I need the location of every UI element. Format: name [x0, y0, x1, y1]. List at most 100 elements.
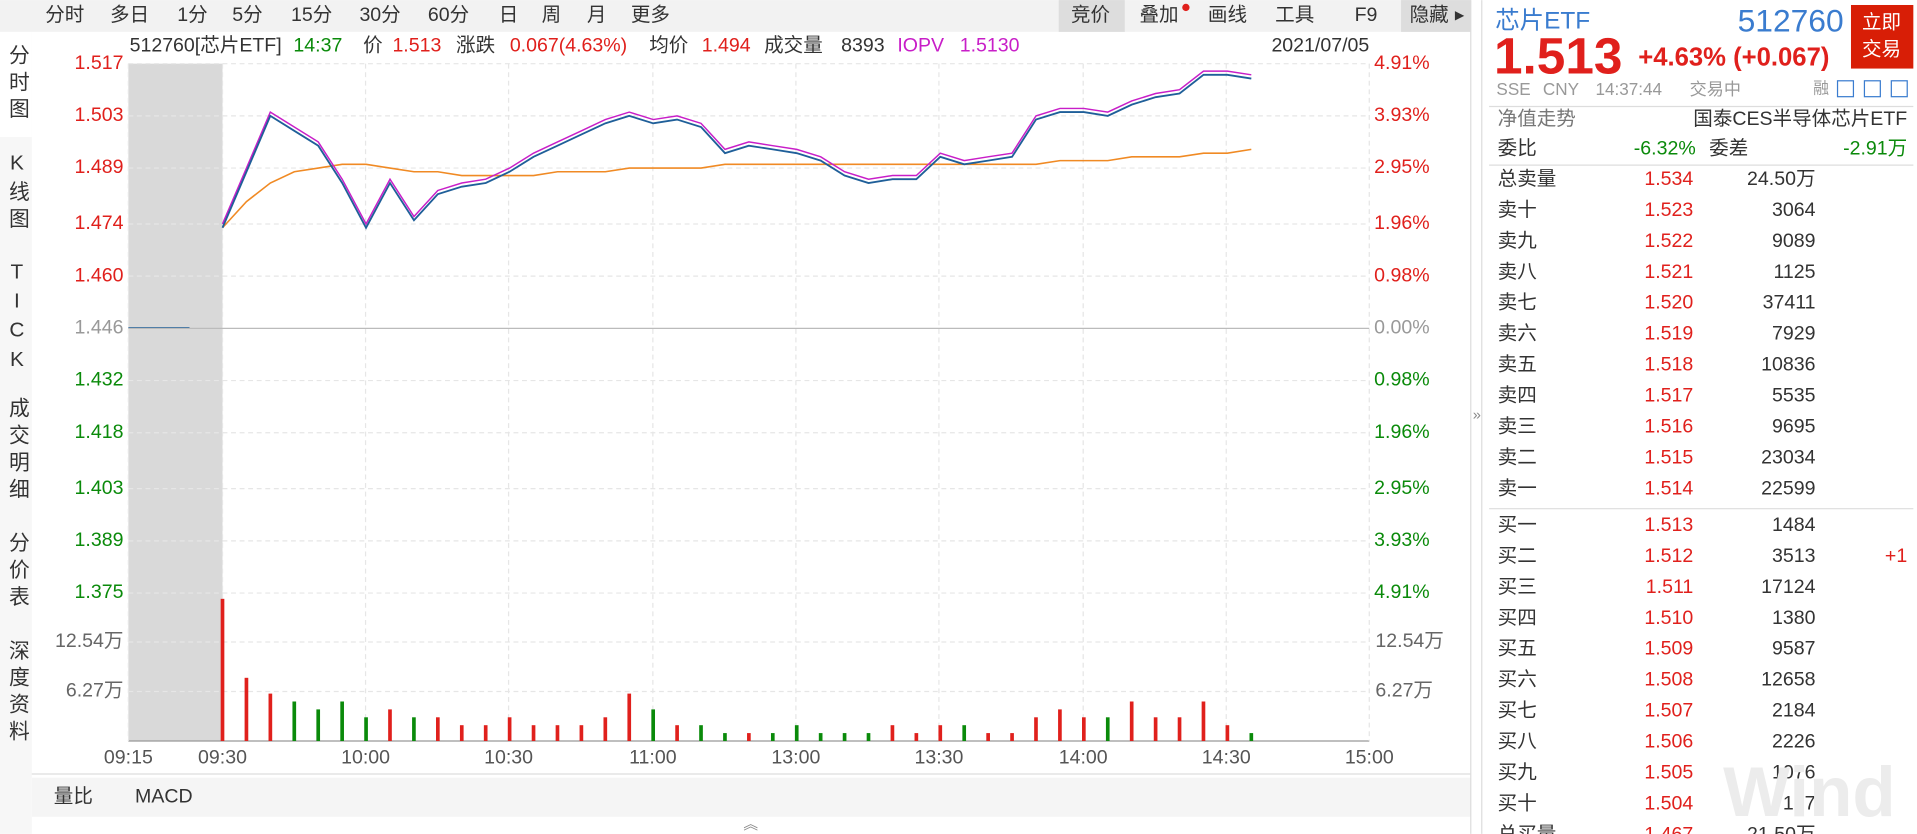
volume-bar [340, 701, 344, 741]
pct-tick-label: 4.91% [1374, 581, 1429, 603]
tab[interactable]: 分时 [45, 4, 84, 26]
tab[interactable]: 15分 [291, 4, 332, 26]
arrow: ▶ [1455, 8, 1465, 22]
book-volume: 1380 [1772, 607, 1816, 629]
side-tab[interactable]: 分价表 [5, 532, 29, 613]
book-volume: 3513 [1772, 545, 1816, 567]
pct-tick-label: 0.98% [1374, 369, 1429, 391]
y-tick-label: 1.489 [75, 156, 124, 178]
book-name: 卖七 [1498, 292, 1537, 314]
quote-status: 交易中 [1690, 80, 1741, 99]
book-volume: 9587 [1772, 638, 1815, 660]
volume-bar [483, 725, 488, 741]
volume-bar [436, 717, 440, 741]
side-tab[interactable]: TICK [5, 261, 28, 377]
avg-line [221, 148, 1252, 229]
bottom-tab[interactable]: 量比 [54, 785, 93, 807]
pct-tick-label: 0.00% [1374, 317, 1429, 339]
y-tick-label: 1.517 [75, 52, 124, 74]
volume-bar [675, 725, 679, 741]
y-tick-label: 1.460 [75, 264, 124, 286]
bottom-tab[interactable]: MACD [135, 785, 193, 807]
book-price: 1.506 [1644, 730, 1693, 752]
volume-tick-label: 6.27万 [66, 680, 124, 702]
book-name: 卖三 [1498, 415, 1537, 437]
volume-bar [651, 709, 656, 741]
x-tick-label: 10:00 [341, 746, 390, 768]
volume-bar [1177, 717, 1182, 741]
info-iopv: 1.5130 [960, 35, 1020, 57]
book-name: 卖九 [1498, 230, 1538, 252]
tab[interactable]: 5分 [232, 4, 262, 26]
expand-arrow[interactable]: » [1473, 408, 1481, 424]
tab[interactable]: 30分 [359, 4, 400, 26]
book-price: 1.467 [1644, 823, 1693, 834]
volume-tick-label: 6.27万 [1375, 680, 1433, 702]
book-price: 1.512 [1644, 545, 1693, 567]
tool[interactable]: 叠加 [1139, 4, 1178, 26]
volume-bar [747, 733, 751, 741]
info-avg: 1.494 [702, 35, 751, 57]
volume-bar [962, 725, 967, 741]
tab[interactable]: 60分 [428, 4, 469, 26]
tab[interactable]: 周 [542, 4, 562, 26]
trade-button-text[interactable]: 交易 [1862, 38, 1901, 60]
tab[interactable]: 1分 [177, 4, 207, 26]
volume-bar [699, 725, 703, 741]
y-tick-label: 1.389 [75, 529, 124, 551]
volume-bar [364, 717, 368, 741]
book-price: 1.509 [1644, 638, 1693, 660]
quote-price: 1.513 [1494, 28, 1622, 85]
volume-bar [603, 717, 608, 741]
book-name: 卖四 [1498, 385, 1537, 407]
book-volume: 1484 [1772, 514, 1816, 536]
tool[interactable]: F9 [1355, 4, 1378, 26]
book-name: 买五 [1498, 638, 1537, 660]
book-volume: 10836 [1761, 354, 1815, 376]
volume-bar [1225, 725, 1230, 741]
tool-icon[interactable] [1890, 80, 1908, 98]
side-tab[interactable]: K线图 [5, 152, 29, 235]
book-price: 1.534 [1644, 168, 1693, 190]
tool-icon[interactable] [1863, 80, 1881, 98]
iopv-line [221, 70, 1252, 226]
fund-name: 国泰CES半导体芯片ETF [1693, 108, 1907, 130]
margin-icon[interactable]: 融 [1813, 80, 1829, 98]
book-volume: 197 [1783, 792, 1816, 814]
book-price: 1.518 [1644, 354, 1693, 376]
book-price: 1.516 [1644, 415, 1693, 437]
volume-bar [770, 733, 775, 741]
book-volume: 1076 [1772, 761, 1816, 783]
tool[interactable]: 竞价 [1071, 4, 1110, 26]
tab[interactable]: 日 [499, 4, 519, 26]
book-price: 1.515 [1644, 446, 1693, 468]
book-price: 1.508 [1644, 669, 1693, 691]
tool[interactable]: 隐藏 [1410, 4, 1449, 26]
volume-bar [1249, 733, 1254, 741]
book-name: 总买量 [1498, 823, 1557, 834]
tool[interactable]: 工具 [1275, 4, 1314, 26]
info-change: 0.067(4.63%) [510, 35, 627, 57]
tool-icon[interactable] [1836, 80, 1855, 98]
trade-button-text[interactable]: 立即 [1862, 12, 1901, 34]
side-tab[interactable]: 成交明细 [5, 397, 29, 505]
pct-tick-label: 2.95% [1374, 477, 1429, 499]
tool-hide [1401, 0, 1471, 32]
info-iopv_label: IOPV [897, 35, 944, 57]
book-volume: 12658 [1761, 669, 1815, 691]
side-tab[interactable]: 分时图 [5, 44, 29, 125]
tab[interactable]: 多日 [110, 4, 149, 26]
book-volume: 9695 [1772, 415, 1816, 437]
tab[interactable]: 更多 [631, 4, 670, 26]
trade-button[interactable] [1850, 4, 1914, 69]
collapse-arrow[interactable]: ︽ [743, 817, 758, 833]
tool[interactable]: 画线 [1208, 4, 1247, 26]
info-vol: 8393 [841, 35, 885, 57]
volume-bar [1010, 733, 1014, 741]
side-tab[interactable]: 深度资料 [5, 640, 29, 748]
volume-bar [220, 598, 225, 741]
tab[interactable]: 月 [587, 4, 607, 26]
